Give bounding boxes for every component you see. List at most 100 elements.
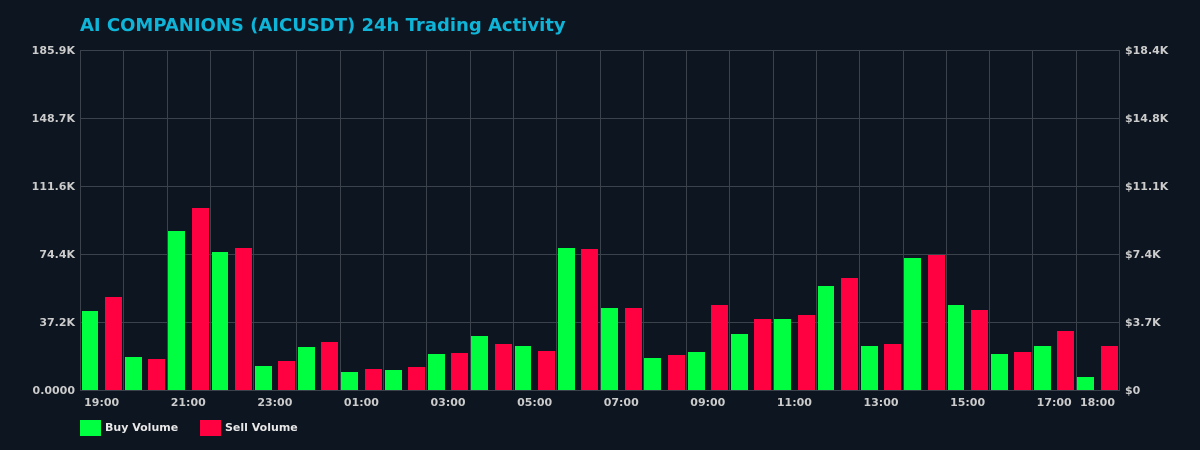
buy-volume-bar[interactable]: [557, 247, 575, 390]
plot-area: [80, 50, 1120, 391]
buy-volume-bar[interactable]: [341, 372, 359, 390]
buy-volume-bar[interactable]: [687, 351, 705, 390]
vertical-gridline: [80, 50, 81, 391]
y-tick-label: 148.7K: [31, 112, 75, 125]
sell-volume-bar[interactable]: [927, 255, 945, 390]
vertical-gridline: [946, 50, 947, 391]
sell-volume-bar[interactable]: [148, 358, 166, 390]
x-tick-label: 05:00: [517, 396, 553, 409]
x-tick-label: [903, 396, 946, 410]
sell-volume-bar[interactable]: [364, 368, 382, 390]
y2-tick-label: $18.4K: [1125, 44, 1169, 57]
x-tick-label: 21:00: [170, 396, 206, 409]
vertical-gridline: [296, 50, 297, 391]
vertical-gridline: [729, 50, 730, 391]
buy-volume-bar[interactable]: [211, 251, 229, 390]
sell-volume-bar[interactable]: [191, 208, 209, 390]
y2-tick-label: $7.4K: [1125, 248, 1161, 261]
buy-volume-bar[interactable]: [774, 319, 792, 390]
sell-volume-bar[interactable]: [754, 319, 772, 390]
x-tick-label: [989, 396, 1032, 410]
vertical-gridline: [123, 50, 124, 391]
sell-volume-bar[interactable]: [105, 297, 122, 390]
sell-volume-bar[interactable]: [624, 308, 642, 390]
sell-volume-bar[interactable]: [884, 343, 902, 390]
sell-volume-bar[interactable]: [970, 310, 988, 390]
y-tick-label: 111.6K: [31, 180, 75, 193]
buy-volume-bar[interactable]: [298, 347, 315, 390]
buy-volume-bar[interactable]: [1077, 377, 1095, 390]
buy-volume-bar[interactable]: [947, 304, 965, 390]
vertical-gridline: [1119, 50, 1120, 391]
x-tick-label: [729, 396, 772, 410]
x-tick-label: 11:00: [776, 396, 812, 409]
x-tick-label: 07:00: [603, 396, 639, 409]
y-tick-label: 37.2K: [39, 316, 75, 329]
x-tick-label: [210, 396, 253, 410]
buy-volume-bar[interactable]: [428, 353, 445, 390]
buy-volume-bar[interactable]: [731, 334, 748, 390]
y2-tick-label: $11.1K: [1125, 180, 1169, 193]
vertical-gridline: [383, 50, 384, 391]
y-tick-label: 0.0000: [32, 384, 75, 397]
sell-volume-bar[interactable]: [711, 304, 729, 390]
sell-volume-bar[interactable]: [797, 315, 815, 390]
vertical-gridline: [816, 50, 817, 391]
sell-volume-bar[interactable]: [1057, 330, 1075, 390]
buy-volume-bar[interactable]: [124, 357, 142, 390]
sell-volume-bar[interactable]: [234, 248, 252, 390]
vertical-gridline: [556, 50, 557, 391]
x-tick-label: [383, 396, 426, 410]
vertical-gridline: [643, 50, 644, 391]
vertical-gridline: [340, 50, 341, 391]
buy-volume-bar[interactable]: [1034, 345, 1051, 390]
vertical-gridline: [470, 50, 471, 391]
x-tick-label: [556, 396, 599, 410]
x-tick-label: 17:00: [1036, 396, 1072, 409]
x-tick-label: 01:00: [343, 396, 379, 409]
x-tick-label: 15:00: [950, 396, 986, 409]
sell-volume-bar[interactable]: [278, 360, 296, 390]
buy-volume-bar[interactable]: [644, 358, 662, 390]
sell-volume-bar[interactable]: [1100, 345, 1118, 390]
buy-swatch-icon: [80, 420, 101, 436]
sell-volume-bar[interactable]: [537, 351, 555, 390]
y-tick-label: 185.9K: [31, 44, 75, 57]
buy-volume-bar[interactable]: [990, 353, 1008, 390]
x-tick-label: 03:00: [430, 396, 466, 409]
sell-volume-bar[interactable]: [451, 353, 469, 390]
sell-volume-bar[interactable]: [1014, 351, 1032, 390]
x-tick-label: [123, 396, 166, 410]
buy-volume-bar[interactable]: [384, 370, 402, 390]
chart-title: AI COMPANIONS (AICUSDT) 24h Trading Acti…: [80, 15, 566, 36]
y2-tick-label: $14.8K: [1125, 112, 1169, 125]
legend-label-buy: Buy Volume: [105, 421, 179, 434]
buy-volume-bar[interactable]: [81, 311, 99, 390]
vertical-gridline: [989, 50, 990, 391]
vertical-gridline: [167, 50, 168, 391]
vertical-gridline: [773, 50, 774, 391]
buy-volume-bar[interactable]: [514, 345, 532, 390]
sell-volume-bar[interactable]: [840, 278, 858, 390]
buy-volume-bar[interactable]: [471, 336, 489, 390]
x-tick-label: [296, 396, 339, 410]
buy-volume-bar[interactable]: [601, 308, 618, 390]
x-tick-label: 19:00: [84, 396, 120, 409]
sell-volume-bar[interactable]: [494, 343, 512, 390]
buy-volume-bar[interactable]: [254, 366, 272, 390]
vertical-gridline: [1076, 50, 1077, 391]
buy-volume-bar[interactable]: [168, 231, 186, 390]
sell-volume-bar[interactable]: [321, 342, 339, 390]
vertical-gridline: [600, 50, 601, 391]
buy-volume-bar[interactable]: [904, 257, 922, 390]
sell-volume-bar[interactable]: [667, 355, 685, 390]
y-tick-label: 74.4K: [39, 248, 75, 261]
vertical-gridline: [1032, 50, 1033, 391]
sell-volume-bar[interactable]: [408, 366, 426, 390]
buy-volume-bar[interactable]: [860, 345, 878, 390]
sell-volume-bar[interactable]: [581, 249, 599, 390]
buy-volume-bar[interactable]: [817, 285, 835, 390]
x-tick-label: [470, 396, 513, 410]
x-tick-label: 18:00: [1079, 396, 1115, 409]
